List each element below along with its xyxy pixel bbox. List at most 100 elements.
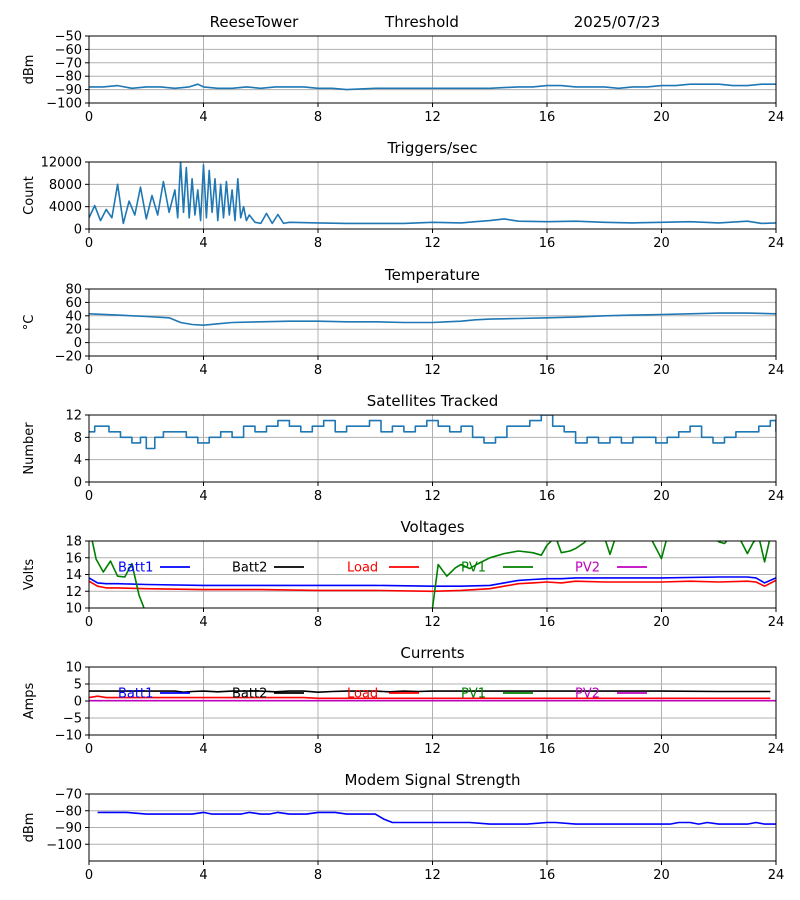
satellites-panel: 0 4 8 12 16 20 24 0 4 8 12 Number Satellites Tracked [22, 392, 784, 504]
currents-xtick-label-3: 12 [424, 742, 441, 757]
threshold-xtick-label-2: 8 [314, 110, 322, 125]
modem-panel: 0 4 8 12 16 20 24 −70−80 −90 −100 dBm Modem Signal … [22, 771, 784, 883]
satellites-xtick-label-6: 24 [768, 489, 785, 504]
modem-ytick-label-1: −80 [55, 804, 82, 819]
threshold-xtick-label-6: 24 [768, 110, 785, 125]
voltages-xtick-label-2: 8 [314, 615, 322, 630]
currents-ytick-label-3: 5 [74, 678, 82, 693]
modem-xtick-label-6: 24 [768, 868, 785, 883]
triggers-ytick-label-0: 0 [74, 223, 82, 238]
voltages-ytick-label-1: 12 [65, 585, 82, 600]
header-date: 2025/07/23 [574, 13, 660, 31]
threshold-xtick-label-3: 12 [424, 110, 441, 125]
temperature-xtick-label-0: 0 [85, 363, 93, 378]
voltages-ytick-label-0: 10 [65, 602, 82, 617]
triggers-series-0-line [89, 162, 776, 225]
threshold-ylabel: dBm [22, 55, 37, 85]
voltages-ytick-label-2: 14 [65, 568, 82, 583]
voltages-legend-label-batt2: Batt2 [232, 561, 267, 576]
modem-xtick-label-1: 4 [199, 868, 207, 883]
temperature-ylabel: °C [22, 315, 37, 331]
voltages-legend-label-pv1: PV1 [461, 561, 486, 576]
modem-xtick-label-5: 20 [653, 868, 670, 883]
temperature-ytick-label-1: 0 [74, 336, 82, 351]
modem-title: Modem Signal Strength [345, 771, 521, 789]
temperature-xtick-label-2: 8 [314, 363, 322, 378]
threshold-ytick-label-5: −100 [46, 97, 82, 112]
voltages-series-pv1-line [89, 541, 771, 608]
threshold-ytick-label-0: −50 [55, 30, 82, 45]
triggers-ytick-label-1: 4000 [49, 200, 82, 215]
triggers-ytick-label-3: 12000 [41, 156, 82, 171]
modem-xtick-label-2: 8 [314, 868, 322, 883]
voltages-xtick-label-0: 0 [85, 615, 93, 630]
triggers-xtick-label-2: 8 [314, 236, 322, 251]
temperature-series-0-line [89, 312, 776, 326]
threshold-panel: 0 4 8 12 16 20 24 −50−60−70−80−90−100 dBm [22, 30, 784, 126]
modem-xtick-label-3: 12 [424, 868, 441, 883]
satellites-xtick-label-2: 8 [314, 489, 322, 504]
satellites-xtick-label-0: 0 [85, 489, 93, 504]
triggers-xtick-label-6: 24 [768, 236, 785, 251]
currents-series-load-line [89, 695, 771, 700]
header-mode: Threshold [384, 13, 459, 31]
triggers-xtick-label-3: 12 [424, 236, 441, 251]
voltages-xtick-label-3: 12 [424, 615, 441, 630]
modem-ytick-label-0: −70 [55, 788, 82, 803]
currents-ylabel: Amps [22, 682, 37, 719]
temperature-ytick-label-5: 80 [65, 283, 82, 298]
satellites-xtick-label-1: 4 [199, 489, 207, 504]
temperature-ytick-label-3: 40 [65, 309, 82, 324]
threshold-series-0-line [89, 83, 776, 91]
currents-xtick-label-0: 0 [85, 742, 93, 757]
voltages-legend-label-batt1: Batt1 [118, 561, 153, 576]
modem-ylabel: dBm [22, 813, 37, 843]
satellites-ytick-label-3: 12 [65, 409, 82, 424]
currents-xtick-label-2: 8 [314, 742, 322, 757]
satellites-xtick-label-3: 12 [424, 489, 441, 504]
modem-series-0-line [97, 811, 776, 825]
modem-xtick-label-0: 0 [85, 868, 93, 883]
temperature-xtick-label-6: 24 [768, 363, 785, 378]
temperature-xtick-label-4: 16 [539, 363, 556, 378]
voltages-xtick-label-4: 16 [539, 615, 556, 630]
temperature-title: Temperature [384, 266, 480, 284]
satellites-ytick-label-2: 8 [74, 431, 82, 446]
temperature-ytick-label-2: 20 [65, 323, 82, 338]
temperature-ytick-label-0: −20 [55, 350, 82, 365]
currents-xtick-label-6: 24 [768, 742, 785, 757]
satellites-xtick-label-4: 16 [539, 489, 556, 504]
threshold-ytick-label-4: −90 [55, 83, 82, 98]
voltages-xtick-label-1: 4 [199, 615, 207, 630]
currents-legend-label-pv2: PV2 [575, 687, 600, 702]
triggers-ylabel: Count [22, 176, 37, 215]
temperature-ytick-label-4: 60 [65, 296, 82, 311]
temperature-xtick-label-3: 12 [424, 363, 441, 378]
currents-xtick-label-4: 16 [539, 742, 556, 757]
threshold-xtick-label-0: 0 [85, 110, 93, 125]
currents-ytick-label-1: −5 [63, 712, 82, 727]
triggers-ytick-label-2: 8000 [49, 178, 82, 193]
voltages-title: Voltages [400, 518, 464, 536]
currents-ytick-label-4: 10 [65, 661, 82, 676]
modem-ytick-label-3: −100 [46, 838, 82, 853]
currents-title: Currents [400, 644, 464, 662]
satellites-ylabel: Number [22, 422, 37, 475]
satellites-title: Satellites Tracked [367, 392, 498, 410]
satellites-ytick-label-0: 0 [74, 476, 82, 491]
triggers-xtick-label-4: 16 [539, 236, 556, 251]
voltages-xtick-label-5: 20 [653, 615, 670, 630]
voltages-series-batt1-line [89, 576, 776, 587]
temperature-xtick-label-5: 20 [653, 363, 670, 378]
currents-legend-label-pv1: PV1 [461, 687, 486, 702]
threshold-ytick-label-2: −70 [55, 56, 82, 71]
currents-xtick-label-1: 4 [199, 742, 207, 757]
triggers-xtick-label-1: 4 [199, 236, 207, 251]
currents-ytick-label-2: 0 [74, 695, 82, 710]
satellites-xtick-label-5: 20 [653, 489, 670, 504]
